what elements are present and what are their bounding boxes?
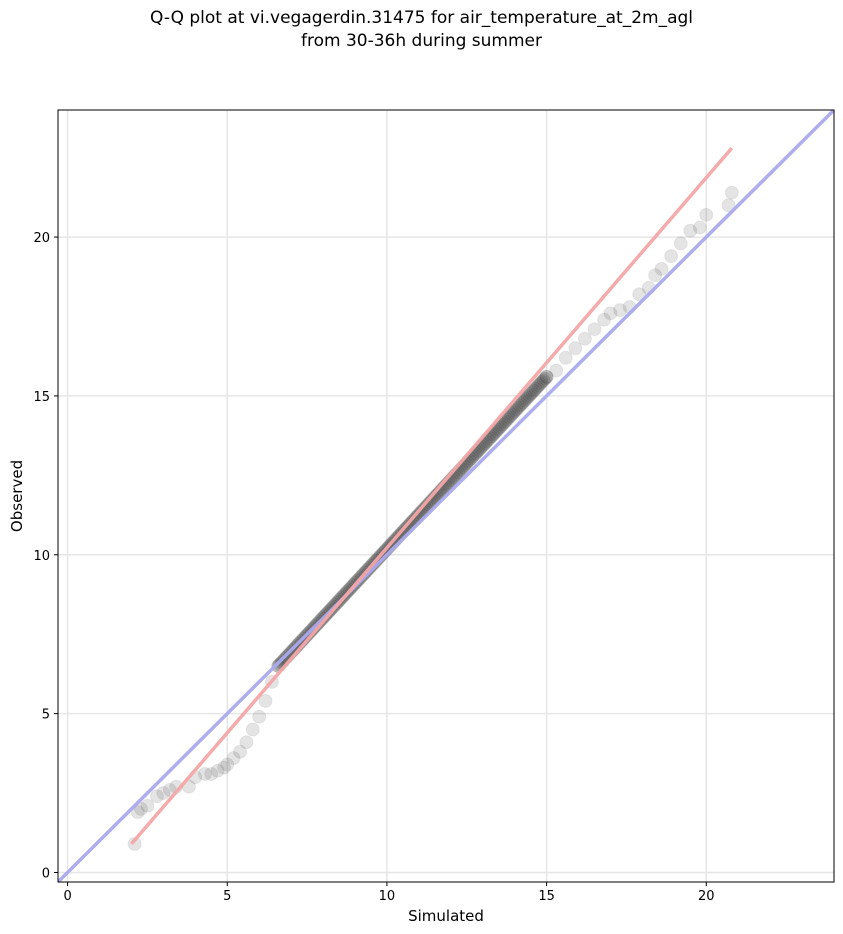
qq-point bbox=[536, 373, 551, 388]
qq-point bbox=[239, 735, 254, 750]
qq-point bbox=[493, 419, 508, 434]
reference-lines bbox=[58, 110, 834, 882]
y-tick-label: 20 bbox=[33, 231, 50, 246]
qq-point bbox=[519, 391, 534, 406]
qq-point bbox=[525, 385, 540, 400]
qq-point bbox=[204, 766, 219, 781]
qq-point bbox=[533, 376, 548, 391]
qq-point bbox=[506, 405, 521, 420]
identity-line bbox=[58, 110, 834, 882]
qq-point bbox=[673, 236, 688, 251]
qq-point bbox=[197, 766, 212, 781]
y-axis-label: Observed bbox=[8, 460, 26, 532]
qq-point bbox=[531, 378, 546, 393]
qq-point bbox=[233, 744, 248, 759]
qq-point bbox=[501, 410, 516, 425]
qq-point bbox=[539, 369, 554, 384]
qq-point bbox=[692, 220, 707, 235]
qq-point bbox=[496, 415, 511, 430]
chart-title-line-1: Q-Q plot at vi.vegagerdin.31475 for air_… bbox=[149, 8, 694, 28]
axis-ticks: 0 5 10 15 20 0 5 10 15 20 bbox=[33, 231, 714, 904]
x-axis-label: Simulated bbox=[408, 907, 484, 925]
qq-point bbox=[526, 383, 541, 398]
y-tick-label: 15 bbox=[33, 390, 50, 405]
qq-point bbox=[648, 268, 663, 283]
qq-point bbox=[558, 350, 573, 365]
qq-point bbox=[699, 207, 714, 222]
y-tick-label: 0 bbox=[42, 866, 50, 881]
qq-point bbox=[514, 397, 529, 412]
qq-point bbox=[597, 312, 612, 327]
qq-point bbox=[632, 287, 647, 302]
x-tick-label: 0 bbox=[63, 889, 71, 904]
qq-point bbox=[577, 331, 592, 346]
qq-point bbox=[226, 751, 241, 766]
qq-point bbox=[508, 403, 523, 418]
x-tick-label: 10 bbox=[379, 889, 396, 904]
qq-point bbox=[654, 261, 669, 276]
qq-point bbox=[509, 402, 524, 417]
fit-line bbox=[130, 146, 734, 846]
qq-point bbox=[130, 805, 145, 820]
qq-point bbox=[534, 374, 549, 389]
qq-point bbox=[492, 420, 507, 435]
qq-point bbox=[603, 306, 618, 321]
qq-point bbox=[220, 757, 235, 772]
qq-point bbox=[504, 407, 519, 422]
qq-point bbox=[587, 322, 602, 337]
qq-point bbox=[517, 393, 532, 408]
qq-point bbox=[149, 789, 164, 804]
qq-point bbox=[522, 388, 537, 403]
qq-point bbox=[538, 371, 553, 386]
qq-point bbox=[503, 408, 518, 423]
data-points bbox=[127, 185, 739, 851]
qq-point bbox=[156, 786, 171, 801]
x-tick-label: 5 bbox=[223, 889, 231, 904]
qq-point bbox=[515, 395, 530, 410]
qq-point bbox=[520, 390, 535, 405]
y-tick-label: 10 bbox=[33, 549, 50, 564]
qq-point bbox=[528, 381, 543, 396]
qq-point bbox=[500, 412, 515, 427]
qq-point bbox=[258, 693, 273, 708]
y-tick-label: 5 bbox=[42, 708, 50, 723]
qq-point bbox=[245, 722, 260, 737]
qq-point bbox=[613, 303, 628, 318]
qq-point bbox=[721, 198, 736, 213]
qq-point bbox=[127, 836, 142, 851]
qq-point bbox=[498, 414, 513, 429]
qq-point bbox=[252, 709, 267, 724]
x-tick-label: 15 bbox=[538, 889, 555, 904]
qq-point bbox=[530, 380, 545, 395]
qq-point bbox=[724, 185, 739, 200]
x-tick-label: 20 bbox=[698, 889, 715, 904]
plot-frame bbox=[57, 109, 835, 883]
qq-point bbox=[140, 798, 155, 813]
qq-point bbox=[512, 398, 527, 413]
qq-point bbox=[210, 763, 225, 778]
chart-title-line-2: from 30-36h during summer bbox=[301, 31, 542, 51]
qq-point bbox=[539, 369, 554, 384]
qq-point bbox=[568, 341, 583, 356]
qq-point bbox=[495, 417, 510, 432]
qq-point bbox=[683, 223, 698, 238]
qq-point bbox=[523, 386, 538, 401]
qq-point bbox=[549, 363, 564, 378]
qq-point bbox=[217, 760, 232, 775]
qq-point bbox=[511, 400, 526, 415]
qq-point bbox=[134, 801, 149, 816]
qq-point bbox=[664, 249, 679, 264]
